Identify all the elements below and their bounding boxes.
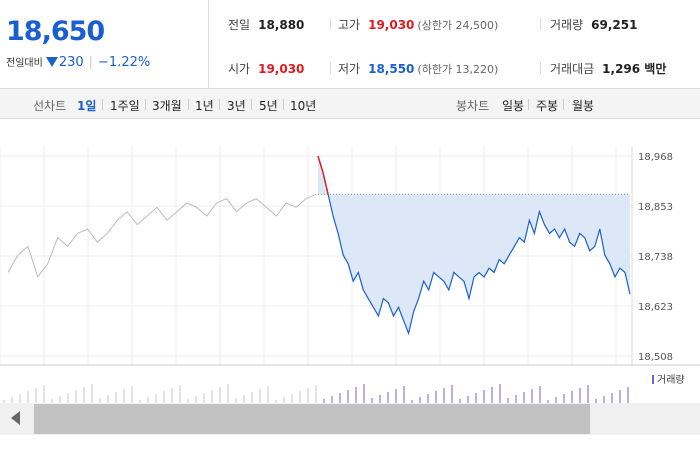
scrollbar-thumb[interactable] [34, 404, 590, 434]
current-price-box: 18,650 전일대비 230 | −1.22% [0, 0, 209, 89]
stat-volume: 거래량 69,251 [550, 18, 638, 32]
change-label: 전일대비 [6, 58, 43, 69]
y-tick-label: 18,623 [638, 302, 673, 313]
today-above-reference-line [317, 155, 329, 195]
tab-1y[interactable]: 1년 [195, 99, 214, 113]
stat-prev-close: 전일 18,880 [228, 18, 305, 32]
left-arrow-icon[interactable] [11, 411, 20, 425]
price-chart[interactable]: 18,968 18,853 18,738 18,623 18,508 거래량 [0, 120, 700, 403]
tab-monthly-candle[interactable]: 월봉 [572, 99, 595, 113]
price-summary: 18,650 전일대비 230 | −1.22% 전일 18,880 고가 19,030(… [0, 0, 700, 89]
y-tick-label: 18,738 [638, 252, 673, 263]
stat-open: 시가 19,030 [228, 62, 305, 76]
period-tabs: 선차트 1일 1주일 3개월 1년 3년 5년 10년 봉차트 일봉 주봉 월봉 [0, 89, 700, 119]
today-price-line [317, 155, 631, 336]
change-percent: −1.22% [98, 55, 151, 70]
down-triangle-icon [45, 57, 58, 67]
y-tick-label: 18,853 [638, 202, 673, 213]
prev-day-line [7, 193, 317, 278]
stat-trade-value: 거래대금 1,296 백만 [550, 62, 667, 76]
volume-legend-label: 거래량 [657, 374, 685, 386]
tab-weekly-candle[interactable]: 주봉 [536, 99, 559, 113]
current-price: 18,650 [6, 16, 105, 47]
chart-scrollbar[interactable] [0, 403, 700, 435]
tab-1d[interactable]: 1일 [77, 99, 97, 113]
tab-10y[interactable]: 10년 [290, 99, 317, 113]
tab-daily-candle[interactable]: 일봉 [502, 99, 525, 113]
y-tick-label: 18,968 [638, 152, 673, 163]
price-change: 전일대비 230 | −1.22% [6, 55, 151, 70]
tab-1w[interactable]: 1주일 [110, 99, 140, 113]
candle-chart-label: 봉차트 [456, 99, 490, 113]
volume-legend-swatch [652, 375, 654, 384]
change-amount: 230 [58, 55, 84, 70]
y-tick-label: 18,508 [638, 352, 673, 363]
tab-3m[interactable]: 3개월 [152, 99, 182, 113]
stat-low: 저가 18,550 (하한가 13,220) [338, 62, 499, 76]
stat-high: 고가 19,030 (상한가 24,500) [338, 18, 499, 32]
below-reference-fill [318, 156, 630, 334]
line-chart-label: 선차트 [33, 99, 67, 113]
tab-3y[interactable]: 3년 [227, 99, 246, 113]
tab-5y[interactable]: 5년 [259, 99, 278, 113]
